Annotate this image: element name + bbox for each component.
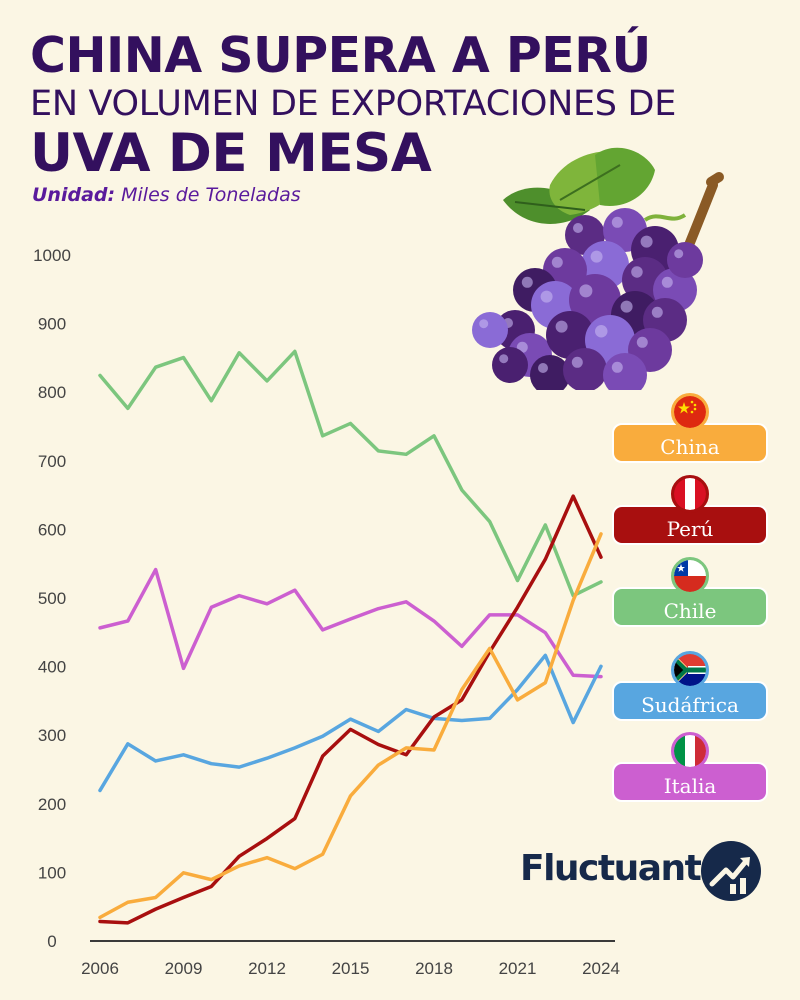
x-tick-label: 2009 — [165, 959, 203, 978]
series-line-pe — [98, 494, 603, 925]
grape-highlight — [620, 300, 633, 313]
grape-highlight — [540, 290, 553, 303]
y-tick-label: 900 — [38, 315, 66, 334]
title-line-1: CHINA SUPERA A PERÚ — [30, 27, 651, 84]
grape — [472, 312, 508, 348]
grape — [492, 347, 528, 383]
grape-highlight — [651, 306, 663, 318]
x-tick-label: 2021 — [499, 959, 537, 978]
flag-icon-cn — [671, 393, 709, 431]
x-tick-label: 2015 — [332, 959, 370, 978]
y-tick-label: 200 — [38, 795, 66, 814]
grape-highlight — [661, 276, 673, 288]
flag-icon-za — [671, 651, 709, 689]
grape-highlight — [573, 223, 583, 233]
y-tick-label: 400 — [38, 658, 66, 677]
series-line-cn — [98, 532, 603, 920]
y-tick-label: 300 — [38, 726, 66, 745]
grape-highlight — [538, 363, 548, 373]
title-line-3: UVA DE MESA — [30, 123, 432, 184]
grape-highlight — [551, 256, 563, 268]
x-tick-label: 2006 — [81, 959, 119, 978]
grape-highlight — [640, 235, 653, 248]
series-line-it — [98, 567, 603, 679]
grape-highlight — [590, 250, 603, 263]
grape — [530, 355, 570, 390]
flag-icon-it — [671, 732, 709, 770]
grape-highlight — [555, 320, 568, 333]
y-tick-label: 700 — [38, 452, 66, 471]
title-line-2: EN VOLUMEN DE EXPORTACIONES DE — [30, 84, 677, 124]
grape-highlight — [571, 356, 583, 368]
series-line-cl — [98, 349, 603, 598]
grapes-icon — [472, 147, 724, 390]
grape — [667, 242, 703, 278]
grape-highlight — [479, 319, 489, 329]
grape-highlight — [631, 266, 643, 278]
grape-highlight — [521, 276, 533, 288]
y-tick-label: 100 — [38, 863, 66, 882]
legend-item: Sudáfrica — [612, 681, 768, 721]
grape — [603, 353, 647, 390]
grape — [563, 348, 607, 390]
y-tick-label: 600 — [38, 520, 66, 539]
grape-highlight — [579, 284, 593, 298]
x-tick-label: 2024 — [582, 959, 620, 978]
y-tick-label: 1000 — [33, 246, 71, 265]
unit-label: Unidad: Miles de Toneladas — [32, 184, 301, 206]
flag-icon-cl — [671, 557, 709, 595]
unit-value: Miles de Toneladas — [115, 184, 301, 206]
y-tick-label: 800 — [38, 383, 66, 402]
grape-highlight — [499, 354, 509, 364]
grape-highlight — [611, 361, 623, 373]
x-tick-label: 2012 — [248, 959, 286, 978]
x-tick-label: 2018 — [415, 959, 453, 978]
chart-arrow-icon — [701, 841, 761, 901]
y-tick-label: 500 — [38, 589, 66, 608]
brand-name: Fluctuante — [520, 848, 725, 889]
unit-key: Unidad: — [32, 184, 116, 206]
grape-highlight — [611, 216, 623, 228]
y-tick-label: 0 — [47, 932, 56, 951]
grape-highlight — [636, 336, 648, 348]
title-block: CHINA SUPERA A PERÚ EN VOLUMEN DE EXPORT… — [30, 28, 676, 184]
legend-item: Perú — [612, 505, 768, 545]
grape-highlight — [595, 325, 608, 338]
flag-icon-pe — [671, 475, 709, 513]
series-line-za — [98, 653, 603, 793]
grape-highlight — [674, 249, 684, 259]
